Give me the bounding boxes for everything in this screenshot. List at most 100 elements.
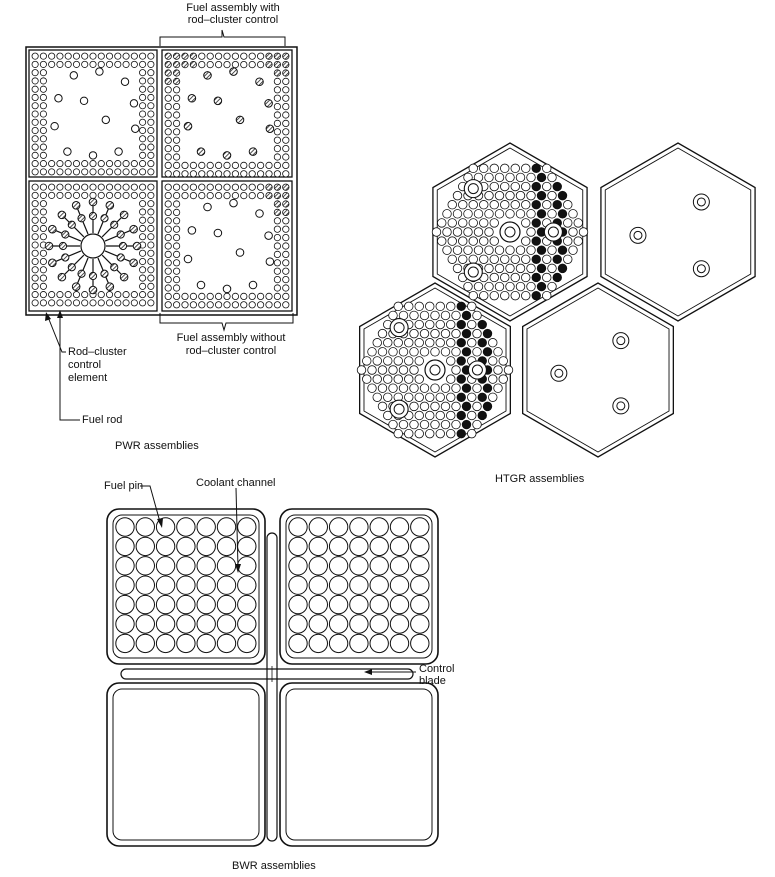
fuel-hole xyxy=(463,227,473,237)
fuel-rod xyxy=(282,77,290,85)
fuel-rod xyxy=(72,168,81,176)
fuel-hole xyxy=(488,356,498,366)
fuel-rod xyxy=(181,161,189,169)
coolant-channel-leader-line xyxy=(235,487,239,569)
fuel-rod xyxy=(173,250,181,258)
fuel-rod xyxy=(31,233,39,241)
coolant-hole xyxy=(552,200,562,210)
fuel-rod xyxy=(139,52,147,60)
fuel-pin xyxy=(176,594,196,615)
hex-block-inner-outline xyxy=(436,147,584,317)
fuel-rod xyxy=(223,292,231,300)
fuel-rod xyxy=(173,208,181,216)
fuel-rod xyxy=(240,161,248,169)
fuel-rod xyxy=(173,259,181,267)
fuel-pin xyxy=(410,536,430,557)
fuel-hole xyxy=(404,374,414,384)
fuel-hole xyxy=(430,401,440,412)
fuel-rod xyxy=(139,224,147,233)
fuel-rod xyxy=(215,52,223,60)
fuel-hole xyxy=(484,209,494,219)
fuel-rod xyxy=(31,69,39,77)
fuel-hole xyxy=(542,181,552,192)
fuel-rod xyxy=(139,85,147,93)
coolant-hole xyxy=(477,392,487,402)
fuel-hole xyxy=(367,347,377,357)
fuel-rod xyxy=(164,183,172,191)
fuel-rod xyxy=(198,52,206,60)
fuel-rod xyxy=(64,299,72,307)
fuel-rod xyxy=(105,183,114,191)
fuel-hole xyxy=(467,410,477,421)
fuel-rod xyxy=(240,52,248,60)
fuel-rod xyxy=(31,168,39,176)
pwr-assemblies-diagram xyxy=(25,29,298,421)
fuel-rod xyxy=(240,170,248,178)
fuel-hole xyxy=(479,163,489,174)
fuel-pin xyxy=(328,556,349,576)
fuel-rod xyxy=(97,168,105,176)
fuel-rod xyxy=(39,216,47,224)
fuel-hole xyxy=(505,190,515,201)
coolant-hole xyxy=(531,254,541,264)
htgr-assemblies-diagram xyxy=(356,142,756,458)
fuel-hole xyxy=(542,272,552,283)
fuel-rod xyxy=(39,85,47,93)
fuel-pin xyxy=(308,594,328,615)
fuel-hole xyxy=(437,236,447,246)
fuel-pin xyxy=(115,575,135,595)
fuel-pin xyxy=(115,517,135,537)
fuel-hole xyxy=(484,190,494,201)
fuel-hole xyxy=(547,281,557,292)
fuel-rod xyxy=(48,299,56,307)
fuel-rod xyxy=(56,191,64,199)
fuel-hole xyxy=(542,163,552,174)
fuel-rod xyxy=(147,257,155,266)
fuel-rod xyxy=(189,183,197,191)
coolant-hole xyxy=(531,200,541,210)
fuel-rod xyxy=(164,111,172,119)
fuel-hole xyxy=(521,272,531,283)
coolant-hole xyxy=(557,209,568,219)
fuel-hole xyxy=(521,254,531,264)
fuel-rod xyxy=(139,118,147,126)
fuel-rod xyxy=(147,224,155,233)
with-control-label-line2: rod–cluster control xyxy=(187,14,279,26)
fuel-pin xyxy=(308,517,328,537)
fuel-pin xyxy=(196,517,216,537)
control-hole xyxy=(467,266,479,278)
fuel-hole xyxy=(494,172,505,183)
fuel-hole xyxy=(505,245,515,255)
coolant-hole xyxy=(477,338,487,348)
hex-block-inner-outline xyxy=(526,287,670,453)
fuel-hole xyxy=(419,419,430,430)
fuel-pin xyxy=(196,594,216,615)
fuel-rod xyxy=(81,183,89,191)
control-rod xyxy=(132,241,142,251)
fuel-rod xyxy=(105,291,114,299)
fuel-rod xyxy=(282,161,290,169)
fuel-hole xyxy=(515,263,526,274)
fuel-rod xyxy=(97,60,105,68)
fuel-hole xyxy=(377,401,388,412)
fuel-rod xyxy=(282,145,290,153)
control-rod xyxy=(67,263,76,272)
control-rod xyxy=(110,220,119,229)
fuel-hole xyxy=(505,172,515,183)
guide-tube xyxy=(213,228,223,238)
fuel-rod xyxy=(164,292,172,300)
fuel-rod xyxy=(147,274,155,282)
rcc-hub xyxy=(80,233,106,259)
fuel-hole xyxy=(510,163,520,174)
fuel-rod xyxy=(164,301,172,309)
fuel-rod xyxy=(97,191,105,199)
fuel-rod xyxy=(198,301,206,309)
fuel-pin xyxy=(288,633,308,654)
fuel-rod xyxy=(81,168,89,176)
fuel-hole xyxy=(430,310,440,321)
fuel-rod xyxy=(173,119,181,127)
fuel-rod xyxy=(173,200,181,208)
fuel-pin xyxy=(328,633,349,654)
fuel-rod xyxy=(215,170,223,178)
coolant-hole xyxy=(536,209,547,219)
